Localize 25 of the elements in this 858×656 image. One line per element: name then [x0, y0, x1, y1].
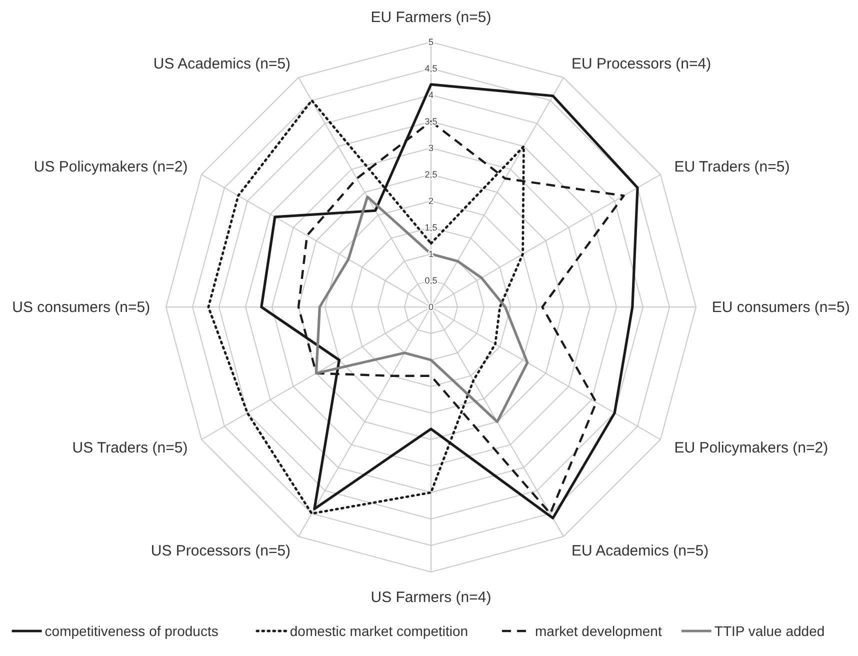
y-tick-label: 0 — [428, 302, 434, 312]
spoke-label: EU Policymakers (n=2) — [674, 439, 828, 456]
spoke-label: US Academics (n=5) — [153, 56, 291, 73]
spoke-label: US Processors (n=5) — [150, 542, 291, 560]
spoke-label: US consumers (n=5) — [12, 299, 150, 316]
spoke-label: US Farmers (n=4) — [370, 588, 492, 606]
y-tick-label: 5 — [428, 37, 434, 47]
y-tick-label: 4 — [428, 90, 434, 100]
spoke-label: EU consumers (n=5) — [712, 299, 850, 316]
spoke-label: EU Farmers (n=5) — [370, 9, 492, 26]
y-tick-label: 0,5 — [424, 276, 438, 286]
legend-label: domestic market competition — [290, 623, 468, 639]
spoke-label: EU Processors (n=4) — [571, 56, 712, 73]
y-tick-label: 2,5 — [424, 170, 438, 180]
legend-label: competitiveness of products — [44, 623, 218, 639]
y-tick-label: 1,5 — [424, 222, 438, 232]
spoke-label: EU Academics (n=5) — [571, 542, 709, 560]
spoke-label: US Traders (n=5) — [72, 439, 188, 456]
spoke-label: US Policymakers (n=2) — [34, 158, 188, 176]
y-tick-label: 4,5 — [424, 64, 438, 74]
legend-label: TTIP value added — [714, 623, 825, 639]
y-tick-label: 2 — [428, 196, 434, 206]
spoke-label: EU Traders (n=5) — [674, 158, 790, 176]
legend-label: market development — [535, 623, 662, 639]
y-tick-label: 3 — [428, 143, 434, 153]
